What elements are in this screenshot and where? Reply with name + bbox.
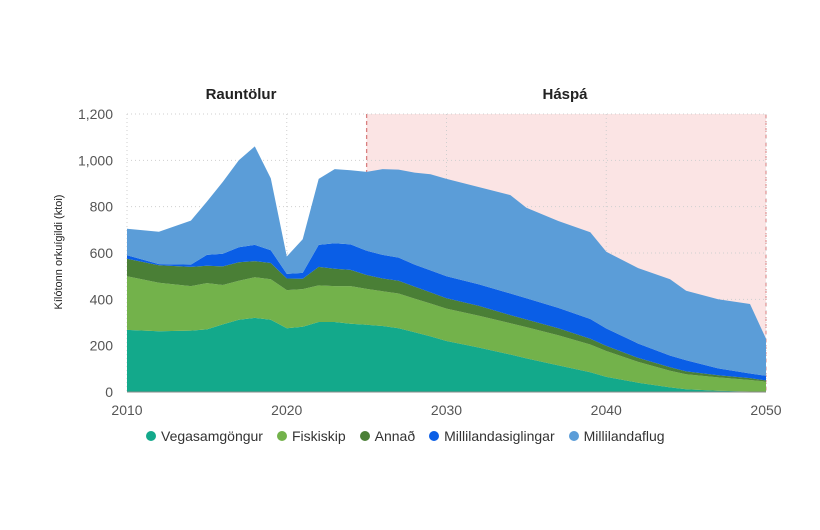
legend-swatch xyxy=(429,431,440,441)
legend: Vegasamgöngur Fiskiskip Annað Millilanda… xyxy=(146,428,665,444)
y-tick-label: 1,200 xyxy=(78,106,113,122)
legend-swatch xyxy=(568,431,579,441)
legend-label: Vegasamgöngur xyxy=(161,428,263,444)
area-millilandasiglingar xyxy=(127,243,766,381)
legend-item-millilandasiglingar[interactable]: Millilandasiglingar xyxy=(429,428,555,444)
axis-layer: 0 200 400 600 800 1,000 1,200 2010 2020 2030 2040 2… xyxy=(78,106,782,418)
legend-swatch xyxy=(359,431,370,441)
area-series-layer xyxy=(127,146,766,392)
x-tick-label: 2040 xyxy=(591,402,622,418)
x-tick-label: 2020 xyxy=(271,402,302,418)
legend-label: Annað xyxy=(374,428,416,444)
region-label-actuals: Rauntölur xyxy=(206,86,277,103)
y-axis-label: Kílótonn orkuígildi (ktoi) xyxy=(53,195,65,310)
legend-label: Millilandasiglingar xyxy=(444,428,555,444)
legend-item-fiskiskip[interactable]: Fiskiskip xyxy=(276,428,346,444)
x-tick-label: 2010 xyxy=(111,402,142,418)
legend-swatch xyxy=(276,431,287,441)
area-vegasamgöngur xyxy=(127,317,766,392)
y-tick-label: 200 xyxy=(90,338,114,354)
legend-item-millilandaflug[interactable]: Millilandaflug xyxy=(568,428,665,444)
legend-item-vegasamgongur[interactable]: Vegasamgöngur xyxy=(146,428,263,444)
y-tick-label: 800 xyxy=(90,199,114,215)
area-fiskiskip xyxy=(127,276,766,392)
area-millilandaflug xyxy=(127,146,766,376)
area-annað xyxy=(127,258,766,382)
x-tick-label: 2050 xyxy=(750,402,781,418)
legend-item-annad[interactable]: Annað xyxy=(359,428,416,444)
legend-label: Fiskiskip xyxy=(291,428,346,444)
legend-label: Millilandaflug xyxy=(583,428,665,444)
region-label-forecast: Háspá xyxy=(542,86,588,103)
y-tick-label: 600 xyxy=(90,245,114,261)
y-tick-label: 400 xyxy=(90,291,114,307)
x-tick-label: 2030 xyxy=(431,402,462,418)
y-tick-label: 1,000 xyxy=(78,152,113,168)
legend-swatch xyxy=(146,431,156,441)
y-tick-label: 0 xyxy=(105,384,113,400)
